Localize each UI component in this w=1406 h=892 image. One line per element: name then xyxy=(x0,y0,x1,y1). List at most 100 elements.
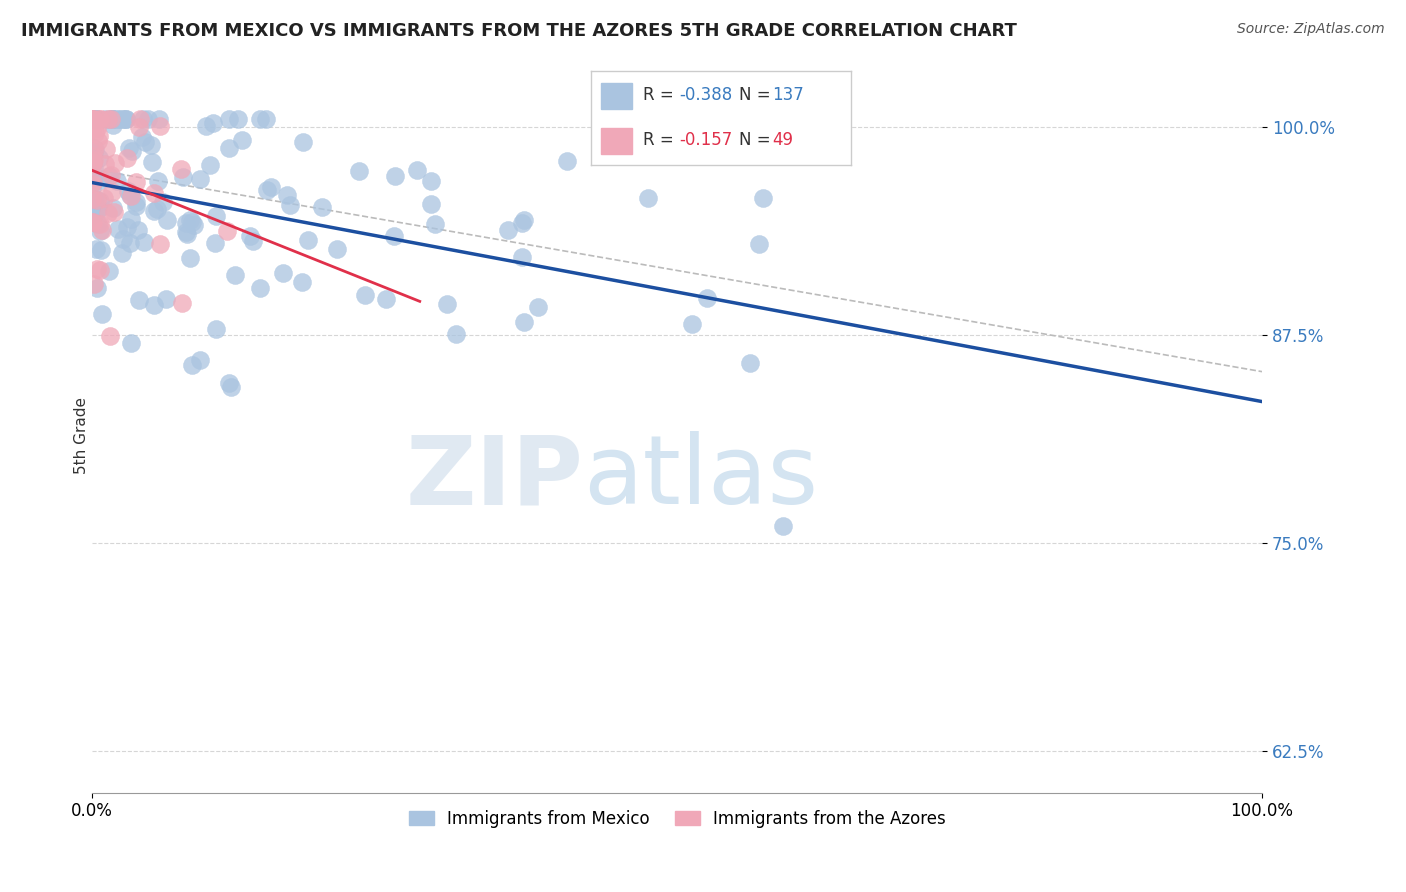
Point xyxy=(510,250,533,264)
Point xyxy=(311,200,333,214)
Point xyxy=(82,180,104,194)
Point xyxy=(114,112,136,126)
Point xyxy=(143,204,166,219)
Point xyxy=(198,158,221,172)
Point xyxy=(136,112,159,126)
Point xyxy=(100,168,122,182)
Point xyxy=(112,232,135,246)
Point xyxy=(510,216,533,230)
Point xyxy=(118,235,141,250)
Point xyxy=(194,119,217,133)
Text: 137: 137 xyxy=(773,87,804,104)
Point xyxy=(176,227,198,242)
Point xyxy=(496,223,519,237)
Point xyxy=(98,112,121,126)
Point xyxy=(681,317,703,331)
Text: ZIP: ZIP xyxy=(406,432,583,524)
Point xyxy=(752,191,775,205)
Point xyxy=(149,119,172,133)
Point xyxy=(104,156,127,170)
Point xyxy=(172,169,194,184)
Point xyxy=(82,214,104,228)
Point xyxy=(82,112,104,126)
Point xyxy=(156,212,179,227)
Point xyxy=(82,153,104,168)
Point xyxy=(82,175,104,189)
Point xyxy=(82,112,104,126)
Point xyxy=(353,288,375,302)
Point xyxy=(204,235,226,250)
Point xyxy=(91,223,114,237)
Point xyxy=(93,112,115,126)
Point xyxy=(139,138,162,153)
Point xyxy=(120,189,142,203)
Text: -0.157: -0.157 xyxy=(679,131,733,149)
Text: 49: 49 xyxy=(773,131,793,149)
Point xyxy=(170,161,193,176)
Point xyxy=(215,224,238,238)
Point xyxy=(249,112,271,126)
Point xyxy=(152,195,174,210)
Point xyxy=(384,169,406,183)
Point xyxy=(101,201,124,215)
Point xyxy=(637,191,659,205)
Point xyxy=(134,136,156,150)
Point xyxy=(218,376,240,390)
Point xyxy=(125,175,148,189)
Point xyxy=(738,356,761,370)
Point xyxy=(94,156,117,170)
Point xyxy=(204,210,226,224)
Point xyxy=(86,120,108,135)
Point xyxy=(83,277,105,291)
Point xyxy=(117,141,139,155)
Point xyxy=(84,112,107,126)
Point xyxy=(83,153,105,168)
Point xyxy=(111,245,134,260)
Point xyxy=(291,275,314,289)
Point xyxy=(115,112,138,126)
Point xyxy=(276,188,298,202)
Point xyxy=(142,298,165,312)
Point xyxy=(107,222,129,236)
Point xyxy=(120,211,142,226)
Point xyxy=(82,112,104,126)
Point xyxy=(382,228,405,243)
Point xyxy=(291,136,314,150)
Point xyxy=(205,322,228,336)
Point xyxy=(82,157,104,171)
Point xyxy=(83,146,105,161)
Point xyxy=(84,126,107,140)
Point xyxy=(83,112,105,126)
Point xyxy=(100,112,122,126)
Point xyxy=(131,130,153,145)
Point xyxy=(512,213,534,227)
Point xyxy=(188,352,211,367)
Point xyxy=(87,218,110,232)
Point xyxy=(143,186,166,201)
Point xyxy=(420,197,443,211)
Point xyxy=(82,112,104,126)
Point xyxy=(86,281,108,295)
Point xyxy=(188,172,211,186)
Point xyxy=(256,183,278,197)
Point xyxy=(179,213,201,227)
Point xyxy=(249,280,271,294)
Point xyxy=(105,174,128,188)
Bar xyxy=(600,128,633,153)
Point xyxy=(146,174,169,188)
Point xyxy=(87,151,110,165)
Point xyxy=(100,186,122,200)
Point xyxy=(125,199,148,213)
Point xyxy=(86,112,108,126)
Point xyxy=(406,163,429,178)
Point xyxy=(82,153,104,167)
Point xyxy=(90,244,112,258)
Point xyxy=(89,263,111,277)
Point xyxy=(87,202,110,216)
Point xyxy=(83,161,105,176)
Text: R =: R = xyxy=(643,131,679,149)
Point xyxy=(89,217,111,231)
Point xyxy=(239,228,262,243)
Point xyxy=(82,192,104,206)
Point xyxy=(82,155,104,169)
